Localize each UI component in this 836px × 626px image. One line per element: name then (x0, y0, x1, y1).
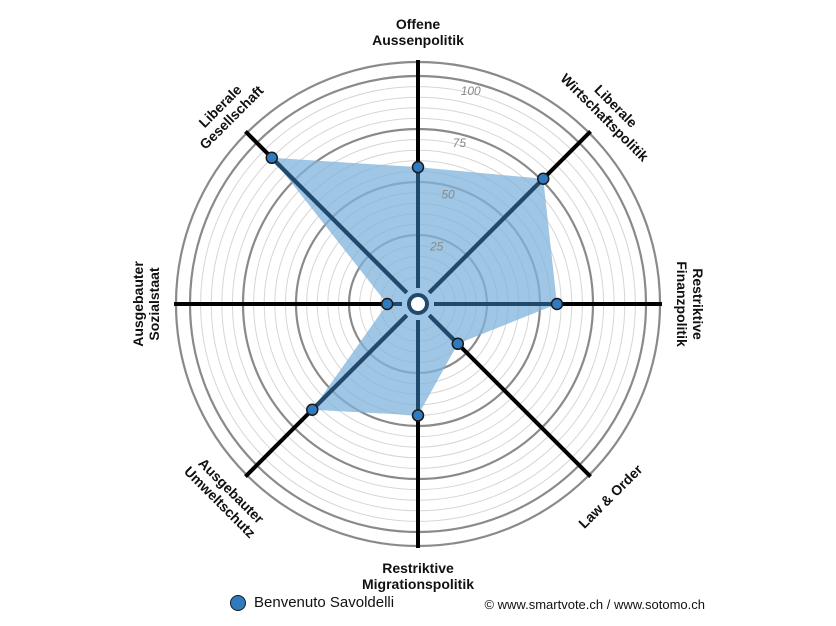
data-area (271, 157, 557, 416)
legend: Benvenuto Savoldelli (230, 594, 394, 611)
legend-label: Benvenuto Savoldelli (254, 594, 395, 611)
tick-label: 25 (429, 239, 444, 253)
data-points (265, 151, 564, 422)
data-point (451, 337, 465, 351)
axis-label: Sozialstaat (146, 267, 162, 340)
axis-label: Migrationspolitik (362, 576, 474, 592)
axis-label-group: Ausgebauter Sozialstaat (130, 261, 162, 347)
series-area (271, 157, 557, 416)
tick-label: 75 (453, 136, 467, 150)
tick-label: 100 (461, 84, 481, 98)
data-point (411, 160, 425, 174)
axis-spoke-value (427, 313, 460, 346)
axis-label: Ausgebauter (130, 261, 146, 347)
data-point (411, 409, 425, 422)
data-point (536, 172, 550, 186)
axis-label: Restriktive (690, 268, 706, 340)
tick-label: 50 (441, 188, 455, 202)
data-point (380, 297, 394, 311)
tick-labels: 25 50 75 100 (429, 84, 481, 253)
axis-label: Aussenpolitik (372, 32, 464, 48)
axis-spoke-value (310, 313, 409, 412)
axis-spoke-value (270, 156, 409, 295)
data-point (305, 403, 319, 417)
axis-label: Finanzpolitik (674, 261, 690, 347)
legend-marker (230, 594, 246, 611)
data-point (265, 151, 279, 165)
axis-label: Offene (396, 16, 441, 32)
center-hub (407, 293, 429, 315)
data-point (550, 297, 564, 311)
axis-spokes (174, 60, 662, 548)
axis-label: Restriktive (382, 560, 454, 576)
axis-spoke-value (427, 177, 545, 295)
source-credit: © www.smartvote.ch / www.sotomo.ch (484, 597, 705, 612)
